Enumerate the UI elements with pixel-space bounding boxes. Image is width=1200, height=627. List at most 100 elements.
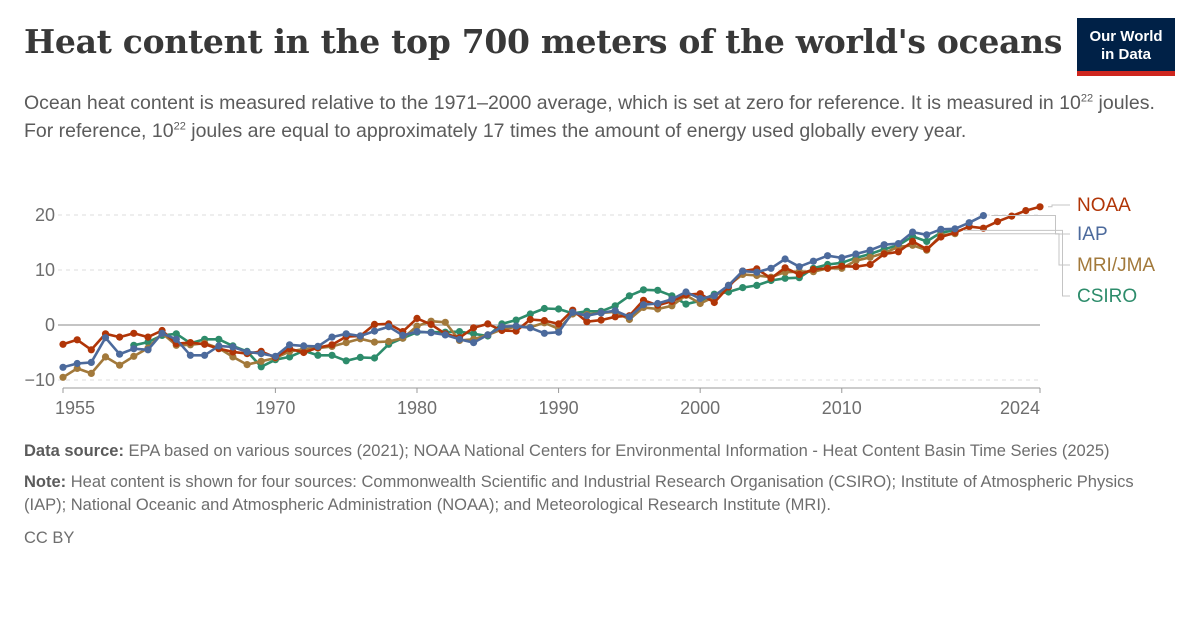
data-point-iap[interactable] [144,346,152,354]
data-point-noaa[interactable] [87,346,95,354]
data-point-noaa[interactable] [484,320,492,328]
data-point-csiro[interactable] [739,284,747,292]
data-point-noaa[interactable] [144,333,152,341]
data-point-iap[interactable] [639,301,648,309]
data-point-iap[interactable] [880,241,888,249]
data-point-iap[interactable] [215,342,223,350]
data-point-noaa[interactable] [852,263,860,271]
data-point-iap[interactable] [597,309,605,317]
data-point-noaa[interactable] [597,316,605,324]
data-point-mri-jma[interactable] [342,339,350,347]
data-point-iap[interactable] [753,268,761,276]
data-point-noaa[interactable] [427,320,435,328]
data-point-mri-jma[interactable] [116,361,124,369]
data-point-iap[interactable] [484,331,492,339]
data-point-iap[interactable] [611,307,619,315]
data-point-iap[interactable] [470,339,478,347]
series-line-noaa[interactable] [62,205,1041,359]
data-point-noaa[interactable] [923,245,931,253]
data-point-iap[interactable] [979,212,988,220]
data-point-mri-jma[interactable] [413,322,421,330]
data-point-noaa[interactable] [866,260,874,269]
data-point-mri-jma[interactable] [87,369,95,377]
data-point-mri-jma[interactable] [866,253,874,261]
data-point-iap[interactable] [569,308,577,316]
data-point-iap[interactable] [866,246,874,254]
data-point-iap[interactable] [512,322,520,330]
series-line-csiro[interactable] [133,229,956,369]
data-point-noaa[interactable] [512,327,520,335]
data-point-noaa[interactable] [540,317,549,325]
data-point-csiro[interactable] [314,351,322,359]
data-point-csiro[interactable] [526,310,534,318]
data-point-noaa[interactable] [909,237,917,245]
data-point-iap[interactable] [229,343,237,351]
data-point-iap[interactable] [257,350,265,358]
data-point-noaa[interactable] [370,320,379,328]
data-point-csiro[interactable] [215,335,223,343]
data-point-iap[interactable] [526,324,534,332]
license-link[interactable]: CC BY [24,529,75,547]
data-point-mri-jma[interactable] [101,353,110,361]
data-point-mri-jma[interactable] [441,318,449,326]
data-point-csiro[interactable] [144,338,152,346]
data-point-noaa[interactable] [328,341,336,349]
data-point-iap[interactable] [87,358,95,366]
data-point-csiro[interactable] [639,286,648,294]
line-chart[interactable]: −10 0 10 20 1955 1970 1980 1990 2000 2010 2024 NOA… [0,185,1200,425]
data-point-csiro[interactable] [342,357,350,365]
data-point-csiro[interactable] [555,305,563,313]
data-point-csiro[interactable] [625,292,634,300]
data-point-iap[interactable] [795,263,803,271]
series-csiro[interactable] [130,226,959,371]
data-point-mri-jma[interactable] [243,361,251,369]
data-point-noaa[interactable] [186,339,194,347]
data-point-iap[interactable] [498,323,506,331]
data-point-iap[interactable] [413,328,421,336]
legend-label-noaa[interactable]: NOAA [1077,195,1131,216]
data-point-iap[interactable] [399,331,407,339]
data-point-iap[interactable] [824,252,832,260]
data-point-mri-jma[interactable] [229,353,237,361]
data-point-csiro[interactable] [540,304,549,313]
data-point-noaa[interactable] [809,265,818,274]
data-point-noaa[interactable] [526,315,534,324]
data-point-noaa[interactable] [795,270,803,278]
data-point-noaa[interactable] [937,233,945,241]
data-point-iap[interactable] [314,342,322,350]
data-point-noaa[interactable] [880,250,888,258]
data-point-iap[interactable] [201,351,209,359]
data-point-csiro[interactable] [470,330,478,338]
data-point-iap[interactable] [710,292,718,300]
data-point-noaa[interactable] [59,340,67,348]
data-point-iap[interactable] [781,255,789,263]
data-point-iap[interactable] [965,219,973,227]
data-point-iap[interactable] [739,267,747,275]
data-point-iap[interactable] [328,333,336,341]
data-point-mri-jma[interactable] [370,338,379,346]
legend-label-csiro[interactable]: CSIRO [1077,286,1137,307]
data-point-noaa[interactable] [470,324,478,332]
data-point-csiro[interactable] [654,286,662,294]
legend[interactable]: NOAA IAP MRI/JMA CSIRO [963,195,1155,307]
data-point-mri-jma[interactable] [59,373,67,381]
data-point-iap[interactable] [838,254,846,262]
data-point-noaa[interactable] [413,314,421,322]
series-lines[interactable] [59,203,1044,381]
data-point-iap[interactable] [172,335,180,343]
data-point-noaa[interactable] [710,298,718,307]
data-point-iap[interactable] [300,342,308,350]
data-point-noaa[interactable] [555,320,563,328]
data-point-iap[interactable] [243,348,251,356]
data-point-iap[interactable] [852,250,860,258]
data-point-iap[interactable] [59,363,67,371]
data-point-iap[interactable] [342,330,350,338]
data-point-noaa[interactable] [583,318,591,326]
owid-logo[interactable]: Our World in Data [1077,18,1175,76]
data-point-iap[interactable] [73,359,81,368]
data-point-csiro[interactable] [512,316,520,324]
data-point-csiro[interactable] [328,351,336,359]
data-point-noaa[interactable] [767,274,775,282]
data-point-csiro[interactable] [370,354,379,362]
data-point-iap[interactable] [951,225,959,233]
